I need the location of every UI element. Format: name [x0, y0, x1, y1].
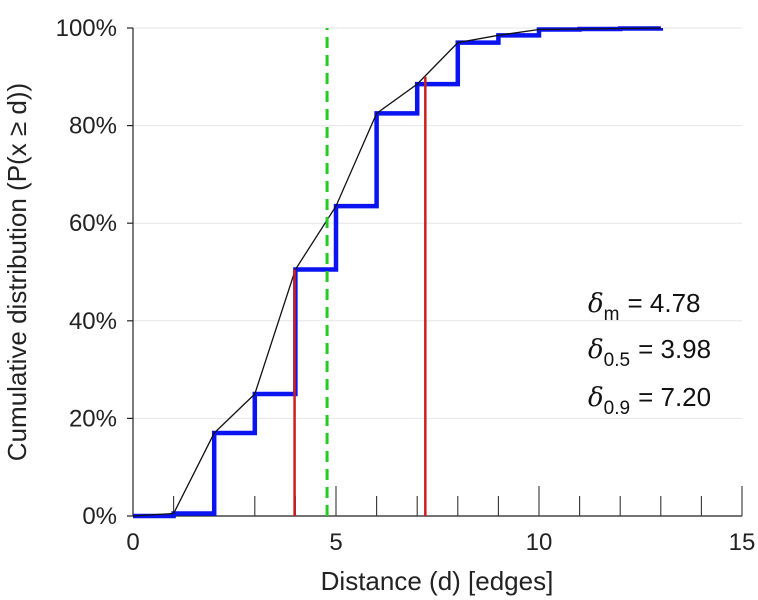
x-tick-label: 0: [126, 529, 139, 556]
annotation-delta-m-value: = 4.78: [627, 288, 700, 318]
annotation-delta-09-subscript: 0.9: [604, 398, 630, 419]
annotation-delta-05-value: = 3.98: [638, 334, 711, 364]
x-tick-label: 10: [526, 529, 553, 556]
x-axis-title: Distance (d) [edges]: [321, 566, 554, 596]
reference-lines: [293, 28, 427, 516]
y-tick-label: 0%: [82, 503, 117, 530]
y-tick-label: 20%: [69, 405, 117, 432]
annotation-delta-09-value: = 7.20: [638, 382, 711, 412]
annotation-block: δm = 4.78 δ0.5 = 3.98 δ0.9 = 7.20: [588, 288, 711, 419]
annotation-delta-05: δ0.5 = 3.98: [588, 334, 711, 371]
x-tick-label: 5: [329, 529, 342, 556]
axes: [132, 28, 742, 517]
annotation-delta-m-subscript: m: [604, 304, 620, 325]
x-tick-label: 15: [729, 529, 756, 556]
series-step-cdf: [133, 26, 664, 519]
axis-ticks: 0% 20% 40% 60% 80% 100% 0 5 10 15: [56, 15, 756, 556]
y-tick-label: 80%: [69, 113, 117, 140]
annotation-delta-05-subscript: 0.5: [604, 350, 630, 371]
annotation-delta-m-symbol: δ: [588, 289, 604, 319]
series-interpolated-cdf: [132, 27, 661, 517]
y-tick-label: 40%: [69, 308, 117, 335]
annotation-delta-09: δ0.9 = 7.20: [588, 382, 711, 419]
grid-lines: [133, 27, 742, 419]
series: [132, 26, 664, 519]
y-tick-label: 100%: [56, 15, 117, 42]
y-tick-label: 60%: [69, 210, 117, 237]
annotation-delta-05-symbol: δ: [588, 335, 604, 365]
y-axis-title: Cumulative distribution (P(x ≥ d)): [2, 83, 32, 461]
annotation-delta-m: δm = 4.78: [588, 288, 701, 325]
annotation-delta-09-symbol: δ: [588, 383, 604, 413]
